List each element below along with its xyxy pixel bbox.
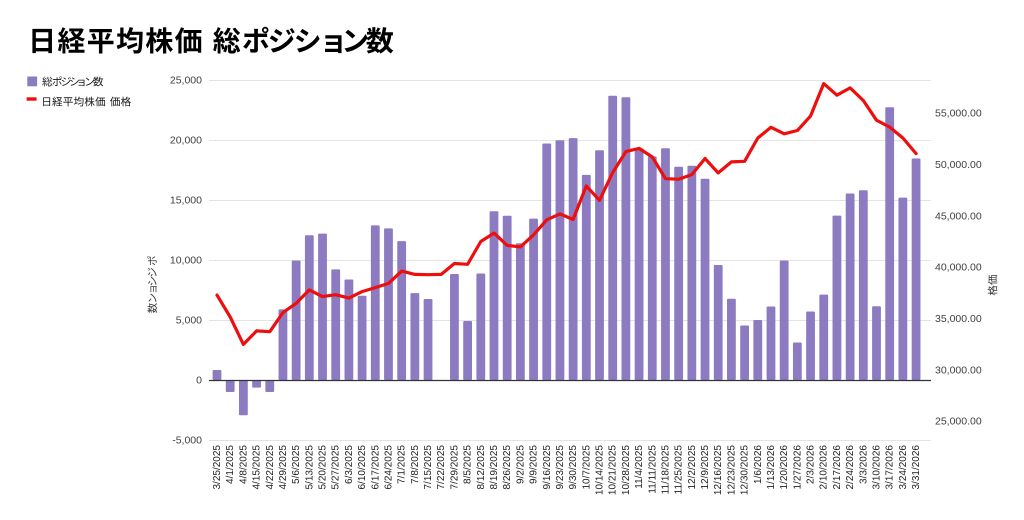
svg-text:8/26/2025: 8/26/2025: [502, 445, 513, 490]
svg-text:1/20/2026: 1/20/2026: [779, 445, 790, 490]
svg-text:1/27/2026: 1/27/2026: [792, 445, 803, 490]
svg-text:7/8/2025: 7/8/2025: [410, 445, 421, 484]
svg-text:8/12/2025: 8/12/2025: [476, 445, 487, 490]
svg-text:12/9/2025: 12/9/2025: [700, 445, 711, 490]
svg-text:11/4/2025: 11/4/2025: [634, 445, 645, 489]
svg-text:3/24/2026: 3/24/2026: [898, 445, 909, 490]
svg-text:8/5/2025: 8/5/2025: [463, 445, 474, 484]
svg-text:3/31/2026: 3/31/2026: [911, 445, 922, 490]
svg-text:1/6/2026: 1/6/2026: [753, 445, 764, 484]
svg-text:4/22/2025: 4/22/2025: [265, 445, 276, 490]
svg-text:9/30/2025: 9/30/2025: [568, 445, 579, 490]
svg-text:35,000.00: 35,000.00: [935, 313, 982, 325]
svg-text:6/3/2025: 6/3/2025: [344, 445, 355, 484]
svg-text:12/16/2025: 12/16/2025: [713, 445, 724, 495]
svg-text:40,000.00: 40,000.00: [935, 262, 982, 274]
svg-text:6/10/2025: 6/10/2025: [357, 445, 368, 490]
svg-text:5/13/2025: 5/13/2025: [304, 445, 315, 490]
svg-text:8/19/2025: 8/19/2025: [489, 445, 500, 490]
svg-text:12/30/2025: 12/30/2025: [740, 445, 751, 495]
svg-text:10/21/2025: 10/21/2025: [608, 445, 619, 495]
svg-text:9/16/2025: 9/16/2025: [542, 445, 553, 490]
svg-text:4/1/2025: 4/1/2025: [225, 445, 236, 484]
svg-text:5/6/2025: 5/6/2025: [291, 445, 302, 484]
svg-text:20,000: 20,000: [170, 135, 202, 147]
svg-text:9/23/2025: 9/23/2025: [555, 445, 566, 490]
svg-text:50,000.00: 50,000.00: [935, 159, 982, 171]
svg-text:10/28/2025: 10/28/2025: [621, 445, 632, 495]
svg-text:2/3/2026: 2/3/2026: [806, 445, 817, 484]
svg-text:15,000: 15,000: [170, 195, 202, 207]
svg-text:10/14/2025: 10/14/2025: [595, 445, 606, 495]
svg-text:0: 0: [196, 375, 202, 387]
svg-text:4/8/2025: 4/8/2025: [238, 445, 249, 484]
svg-text:5/27/2025: 5/27/2025: [331, 445, 342, 490]
svg-text:2/24/2026: 2/24/2026: [845, 445, 856, 490]
svg-text:9/2/2025: 9/2/2025: [515, 445, 526, 484]
svg-text:55,000.00: 55,000.00: [935, 108, 982, 120]
svg-text:5/20/2025: 5/20/2025: [318, 445, 329, 490]
svg-text:4/29/2025: 4/29/2025: [278, 445, 289, 490]
svg-text:7/22/2025: 7/22/2025: [436, 445, 447, 490]
svg-text:2/10/2026: 2/10/2026: [819, 445, 830, 490]
svg-text:7/1/2025: 7/1/2025: [397, 445, 408, 484]
svg-text:30,000.00: 30,000.00: [935, 364, 982, 376]
svg-text:6/24/2025: 6/24/2025: [384, 445, 395, 490]
svg-text:7/15/2025: 7/15/2025: [423, 445, 434, 490]
svg-text:3/17/2026: 3/17/2026: [885, 445, 896, 490]
svg-text:5,000: 5,000: [176, 315, 202, 327]
svg-text:3/10/2026: 3/10/2026: [872, 445, 883, 490]
svg-text:3/25/2025: 3/25/2025: [212, 445, 223, 490]
svg-text:45,000.00: 45,000.00: [935, 210, 982, 222]
svg-text:9/9/2025: 9/9/2025: [529, 445, 540, 484]
svg-text:3/3/2026: 3/3/2026: [858, 445, 869, 484]
svg-text:10,000: 10,000: [170, 255, 202, 267]
svg-text:10/7/2025: 10/7/2025: [581, 445, 592, 490]
svg-text:11/18/2025: 11/18/2025: [661, 445, 672, 495]
svg-text:6/17/2025: 6/17/2025: [370, 445, 381, 490]
svg-text:11/25/2025: 11/25/2025: [674, 445, 685, 495]
svg-text:-5,000: -5,000: [172, 435, 202, 447]
svg-text:25,000: 25,000: [170, 75, 202, 87]
svg-text:25,000.00: 25,000.00: [935, 416, 982, 428]
svg-text:1/13/2026: 1/13/2026: [766, 445, 777, 490]
svg-text:7/29/2025: 7/29/2025: [449, 445, 460, 490]
svg-text:11/11/2025: 11/11/2025: [647, 445, 658, 494]
svg-text:2/17/2026: 2/17/2026: [832, 445, 843, 490]
svg-text:4/15/2025: 4/15/2025: [252, 445, 263, 490]
svg-text:12/23/2025: 12/23/2025: [726, 445, 737, 495]
svg-text:12/2/2025: 12/2/2025: [687, 445, 698, 490]
